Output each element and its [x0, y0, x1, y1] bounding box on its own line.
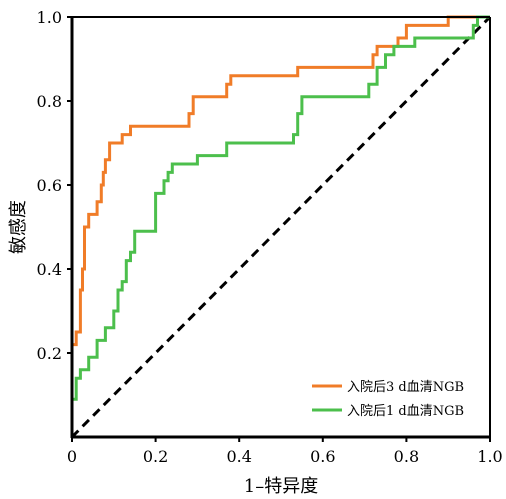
x-tick-label: 0.2 [143, 447, 168, 466]
reference-line-layer [70, 15, 492, 439]
x-axis-title: 1–特异度 [244, 476, 318, 497]
ticks-layer: 0 0.2 0.4 0.6 0.8 1.0 0.2 0.4 0.6 0.8 1.0 [37, 8, 503, 466]
series-line-2 [70, 15, 490, 437]
legend-label: 入院后1 d血清NGB [347, 404, 464, 419]
x-tick-label: 1.0 [477, 447, 502, 466]
reference-diagonal-line [70, 15, 492, 439]
y-tick-label: 1.0 [37, 8, 62, 27]
legend: 入院后3 d血清NGB 入院后1 d血清NGB [312, 380, 464, 419]
axes-layer [70, 16, 491, 439]
y-tick-label: 0.6 [37, 176, 62, 195]
x-tick-label: 0 [67, 447, 77, 466]
y-tick-label: 0.4 [37, 260, 62, 279]
x-tick-label: 0.4 [226, 447, 251, 466]
series-layer [70, 15, 490, 437]
x-tick-label: 0.6 [310, 447, 335, 466]
y-axis-title: 敏感度 [8, 200, 29, 254]
x-tick-label: 0.8 [394, 447, 419, 466]
series-line-1 [70, 15, 490, 437]
legend-label: 入院后3 d血清NGB [347, 380, 464, 395]
y-tick-label: 0.2 [37, 344, 62, 363]
y-tick-label: 0.8 [37, 92, 62, 111]
